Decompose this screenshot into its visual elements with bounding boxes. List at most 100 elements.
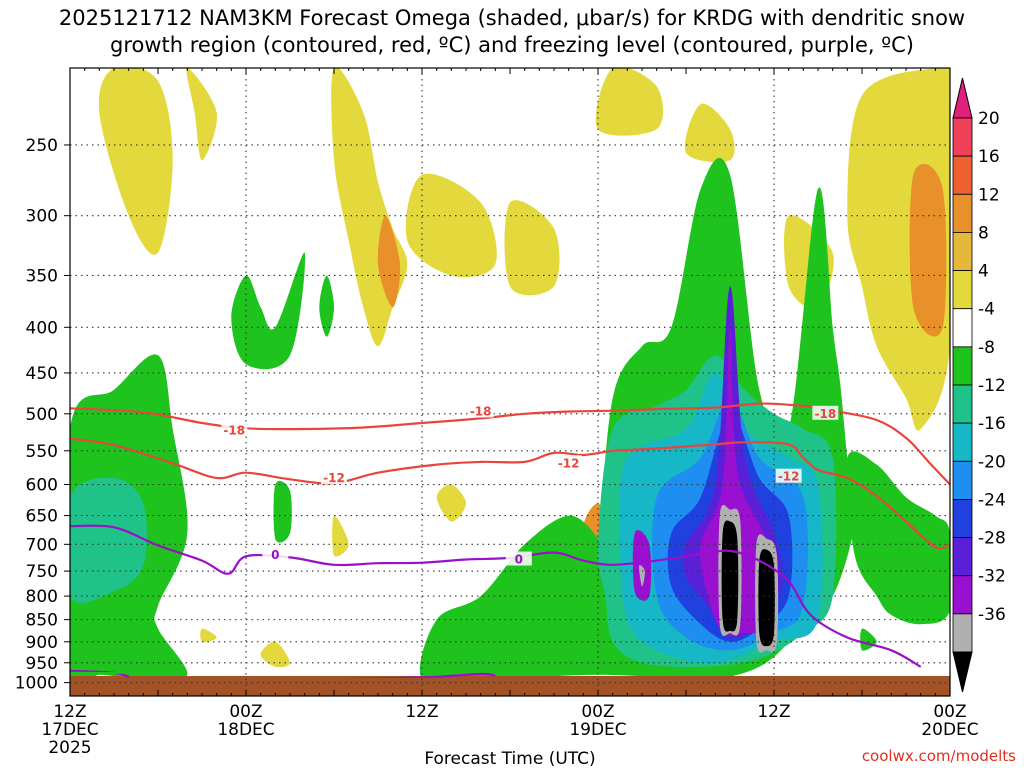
omega-region-4 bbox=[504, 200, 560, 296]
grid bbox=[70, 68, 950, 696]
label-minus12-b-bg bbox=[555, 455, 582, 470]
colorbar-box-3 bbox=[952, 232, 973, 271]
colorbar-box-10 bbox=[952, 499, 973, 538]
ytick-label-650: 650 bbox=[26, 507, 58, 527]
omega-region-3 bbox=[405, 173, 497, 278]
colorbar-label-9: -20 bbox=[978, 452, 1006, 472]
omega-region-14 bbox=[377, 215, 401, 308]
colorbar-label-12: -32 bbox=[978, 567, 1006, 587]
omega-region-11 bbox=[332, 515, 349, 557]
xtick-label-h0-2: 2025 bbox=[48, 738, 91, 758]
colorbar-label-2: 12 bbox=[978, 185, 1000, 205]
contours: -18 -18 -18 -12 -12 -12 0 0 bbox=[70, 402, 950, 678]
colorbar-label-3: 8 bbox=[978, 223, 989, 243]
label-minus18-b: -18 bbox=[470, 404, 492, 418]
xtick-label-h36-1: 19DEC bbox=[569, 720, 626, 740]
omega-region-35 bbox=[758, 549, 775, 647]
omega-region-23 bbox=[846, 451, 950, 625]
colorbar-label-13: -36 bbox=[978, 605, 1006, 625]
omega-region-0 bbox=[98, 68, 173, 255]
label-freezing-a-bg bbox=[262, 547, 289, 562]
colorbar-box-13 bbox=[952, 613, 973, 653]
colorbar-box-0 bbox=[952, 117, 973, 157]
xtick-label-h0-1: 17DEC bbox=[41, 720, 98, 740]
colorbar-label-4: 4 bbox=[978, 262, 989, 282]
xtick-label-h12-0: 00Z bbox=[229, 702, 262, 722]
colorbar-box-11 bbox=[952, 537, 973, 577]
omega-region-37 bbox=[639, 565, 645, 587]
ytick-label-400: 400 bbox=[26, 318, 58, 338]
ytick-label-300: 300 bbox=[26, 207, 58, 227]
colorbar-box-6 bbox=[952, 346, 973, 386]
credit-text: coolwx.com/modelts bbox=[862, 747, 1016, 765]
colorbar: 20 16 12 8 4 -4 -8 -12 -16 -20 -24 -28 -32 -36 bbox=[952, 77, 1006, 693]
contour-freezing bbox=[70, 524, 922, 668]
colorbar-label-5: -4 bbox=[978, 300, 995, 320]
label-minus18-b-bg bbox=[467, 403, 494, 418]
label-freezing-b-bg bbox=[505, 551, 532, 566]
colorbar-label-1: 16 bbox=[978, 147, 1000, 167]
ytick-label-250: 250 bbox=[26, 136, 58, 156]
label-minus18-a-bg bbox=[221, 422, 248, 437]
omega-region-25 bbox=[70, 477, 147, 603]
colorbar-label-7: -12 bbox=[978, 376, 1006, 396]
label-minus12-c: -12 bbox=[778, 470, 800, 484]
xtick-label-h48-0: 12Z bbox=[757, 702, 790, 722]
terrain-ground bbox=[70, 676, 950, 696]
ytick-label-550: 550 bbox=[26, 442, 58, 462]
ytick-label-850: 850 bbox=[26, 611, 58, 631]
colorbar-box-12 bbox=[952, 575, 973, 615]
label-freezing-a: 0 bbox=[271, 548, 279, 562]
label-minus12-c-bg bbox=[775, 468, 802, 483]
colorbar-label-6: -8 bbox=[978, 338, 995, 358]
chart-title-line-2: growth region (contoured, red, ºC) and f… bbox=[110, 33, 914, 57]
colorbar-box-9 bbox=[952, 460, 973, 500]
xtick-label-h60-0: 00Z bbox=[933, 702, 966, 722]
omega-region-9 bbox=[436, 484, 466, 522]
omega-region-31 bbox=[700, 327, 770, 637]
colorbar-box-8 bbox=[952, 422, 973, 462]
omega-region-19 bbox=[231, 252, 306, 370]
colorbar-bottom-arrow bbox=[952, 651, 973, 693]
label-freezing-b: 0 bbox=[515, 553, 523, 567]
colorbar-box-1 bbox=[952, 155, 973, 195]
ytick-label-350: 350 bbox=[26, 266, 58, 286]
colorbar-label-8: -16 bbox=[978, 414, 1006, 434]
colorbar-box-5 bbox=[952, 308, 973, 348]
omega-region-6 bbox=[684, 103, 735, 163]
x-axis-label: Forecast Time (UTC) bbox=[424, 749, 595, 768]
omega-region-13 bbox=[200, 628, 217, 643]
label-minus12-a-bg bbox=[321, 470, 347, 485]
xtick-label-h60-1: 20DEC bbox=[921, 720, 978, 740]
ytick-label-1000: 1000 bbox=[15, 674, 58, 694]
ytick-label-800: 800 bbox=[26, 587, 58, 607]
xtick-label-h36-0: 00Z bbox=[581, 702, 614, 722]
ytick-label-950: 950 bbox=[26, 654, 58, 674]
label-minus12-a: -12 bbox=[323, 471, 345, 485]
xtick-label-h0-0: 12Z bbox=[53, 702, 86, 722]
xtick-label-h12-1: 18DEC bbox=[217, 720, 274, 740]
omega-region-5 bbox=[595, 68, 664, 136]
ytick-label-600: 600 bbox=[26, 476, 58, 496]
ytick-label-500: 500 bbox=[26, 405, 58, 425]
label-minus12-b: -12 bbox=[558, 456, 580, 470]
label-minus18-c-bg bbox=[812, 405, 839, 420]
ytick-label-900: 900 bbox=[26, 633, 58, 653]
omega-region-34 bbox=[721, 520, 739, 632]
xtick-label-h24-0: 12Z bbox=[405, 702, 438, 722]
omega-region-36 bbox=[632, 530, 652, 601]
colorbar-box-2 bbox=[952, 193, 973, 233]
omega-region-12 bbox=[260, 641, 290, 668]
colorbar-box-7 bbox=[952, 384, 973, 424]
omega-region-15 bbox=[909, 163, 947, 337]
omega-region-21 bbox=[273, 480, 292, 543]
omega-region-7 bbox=[847, 68, 950, 431]
colorbar-label-0: 20 bbox=[978, 109, 1000, 129]
omega-shading bbox=[70, 68, 950, 678]
ytick-label-750: 750 bbox=[26, 562, 58, 582]
y-axis: 2503003504004505005506006507007508008509… bbox=[15, 136, 70, 694]
contour-freezing-low bbox=[348, 672, 496, 678]
ytick-label-450: 450 bbox=[26, 364, 58, 384]
